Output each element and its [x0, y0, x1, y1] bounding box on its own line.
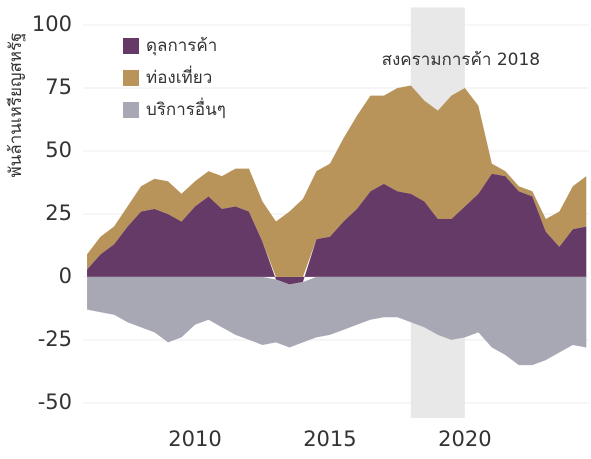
x-tick-label: 2020 — [438, 427, 491, 451]
legend-label: ดุลการค้า — [146, 36, 217, 56]
legend-swatch — [123, 102, 139, 118]
area — [87, 85, 587, 277]
y-tick-label: -25 — [38, 327, 72, 351]
legend-label: บริการอื่นๆ — [146, 97, 226, 120]
annotation-text: สงครามการค้า 2018 — [382, 50, 541, 70]
y-axis-label: พันล้านเหรียญสหรัฐ — [6, 32, 26, 177]
legend-swatch — [123, 70, 139, 86]
x-tick-label: 2015 — [303, 427, 356, 451]
area — [87, 173, 587, 285]
legend-label: ท่องเที่ยว — [146, 65, 212, 88]
y-tick-label: 0 — [59, 264, 72, 288]
y-tick-label: 50 — [45, 138, 72, 162]
y-tick-label: 75 — [45, 75, 72, 99]
area — [87, 276, 587, 366]
legend-swatch — [123, 38, 139, 54]
x-tick-label: 2010 — [168, 427, 221, 451]
y-tick-label: 100 — [32, 12, 72, 36]
y-tick-label: -50 — [38, 390, 72, 414]
y-tick-label: 25 — [45, 201, 72, 225]
